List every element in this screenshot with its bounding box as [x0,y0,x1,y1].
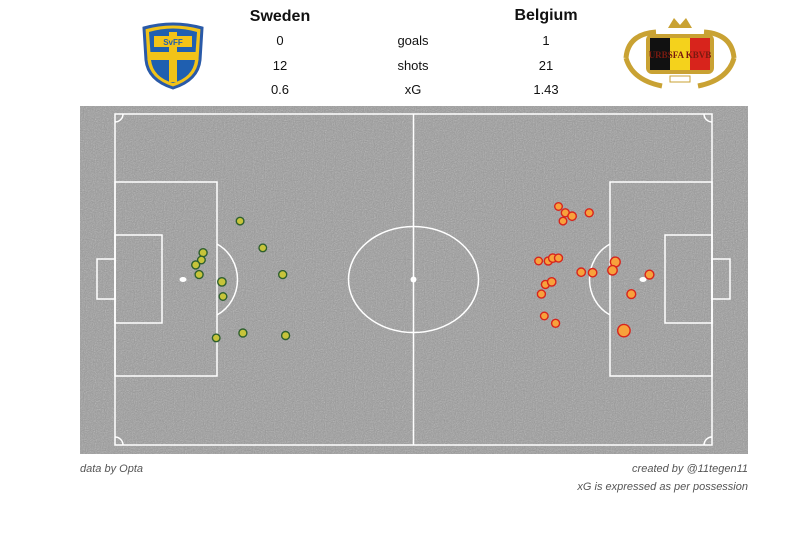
belgium-shot-20 [550,318,561,329]
belgium-shot-6 [534,256,544,266]
left-penalty-arc [216,243,239,316]
home-shots: 12 [272,58,288,73]
xg-label: xG [404,82,422,97]
centre-spot [410,276,417,283]
shots-layer [190,201,655,343]
pitch-lines [96,113,731,446]
sweden-shot-10 [211,333,221,343]
left-goal [96,258,116,300]
svff-crest-icon: SvFF [142,22,204,90]
away-xg: 1.43 [533,82,559,97]
corner-arc-tr [703,113,713,123]
sweden-shot-12 [280,330,291,341]
shot-map-pitch [80,106,748,454]
sweden-shot-5 [194,269,204,280]
belgium-shot-9 [553,253,564,263]
left-penalty-spot [179,277,187,282]
belgium-shot-18 [626,289,637,300]
xg-note: xG is expressed as per possession [577,481,748,493]
sweden-shot-3 [196,255,206,265]
belgium-shot-4 [584,208,594,218]
belgium-shot-19 [539,311,549,321]
sweden-shot-4 [190,260,201,270]
credit-note: created by @11tegen11 [632,463,748,475]
belgium-shot-5 [558,216,568,226]
sweden-shot-9 [218,291,228,301]
belgium-shot-14 [644,269,655,280]
away-team-name: Belgium [514,7,578,24]
sweden-shot-7 [277,269,288,280]
corner-arc-br [703,436,713,446]
svff-crest-text: SvFF [163,38,183,47]
urbsfa-crest-icon: URBSFA KBVB [623,18,737,89]
goals-label: goals [397,33,429,48]
belgium-shot-17 [536,289,547,299]
right-penalty-arc [588,243,611,316]
right-penalty-spot [639,277,647,282]
corner-arc-tl [114,113,124,123]
sweden-shot-8 [216,276,227,287]
centre-circle [347,225,480,334]
corner-arc-bl [114,436,124,446]
belgium-shot-1 [554,201,564,211]
belgium-shot-13 [607,264,618,276]
sweden-shot-1 [235,216,245,226]
away-shots: 21 [538,58,554,73]
belgium-shot-21 [617,323,631,338]
belgium-shot-16 [546,276,557,287]
away-goals: 1 [542,33,550,48]
shots-label: shots [397,58,429,73]
home-xg: 0.6 [270,82,290,97]
home-goals: 0 [276,33,284,48]
belgium-shot-11 [587,267,598,278]
belgium-shot-10 [576,267,587,278]
urbsfa-crest-text: URBSFA KBVB [649,50,712,60]
sweden-shot-11 [238,328,248,338]
sweden-shot-6 [258,243,268,253]
right-goal [711,258,731,300]
sweden-shot-2 [198,247,208,258]
home-team-name: Sweden [249,8,311,25]
belgium-shot-3 [567,211,577,222]
data-source-note: data by Opta [80,463,143,475]
